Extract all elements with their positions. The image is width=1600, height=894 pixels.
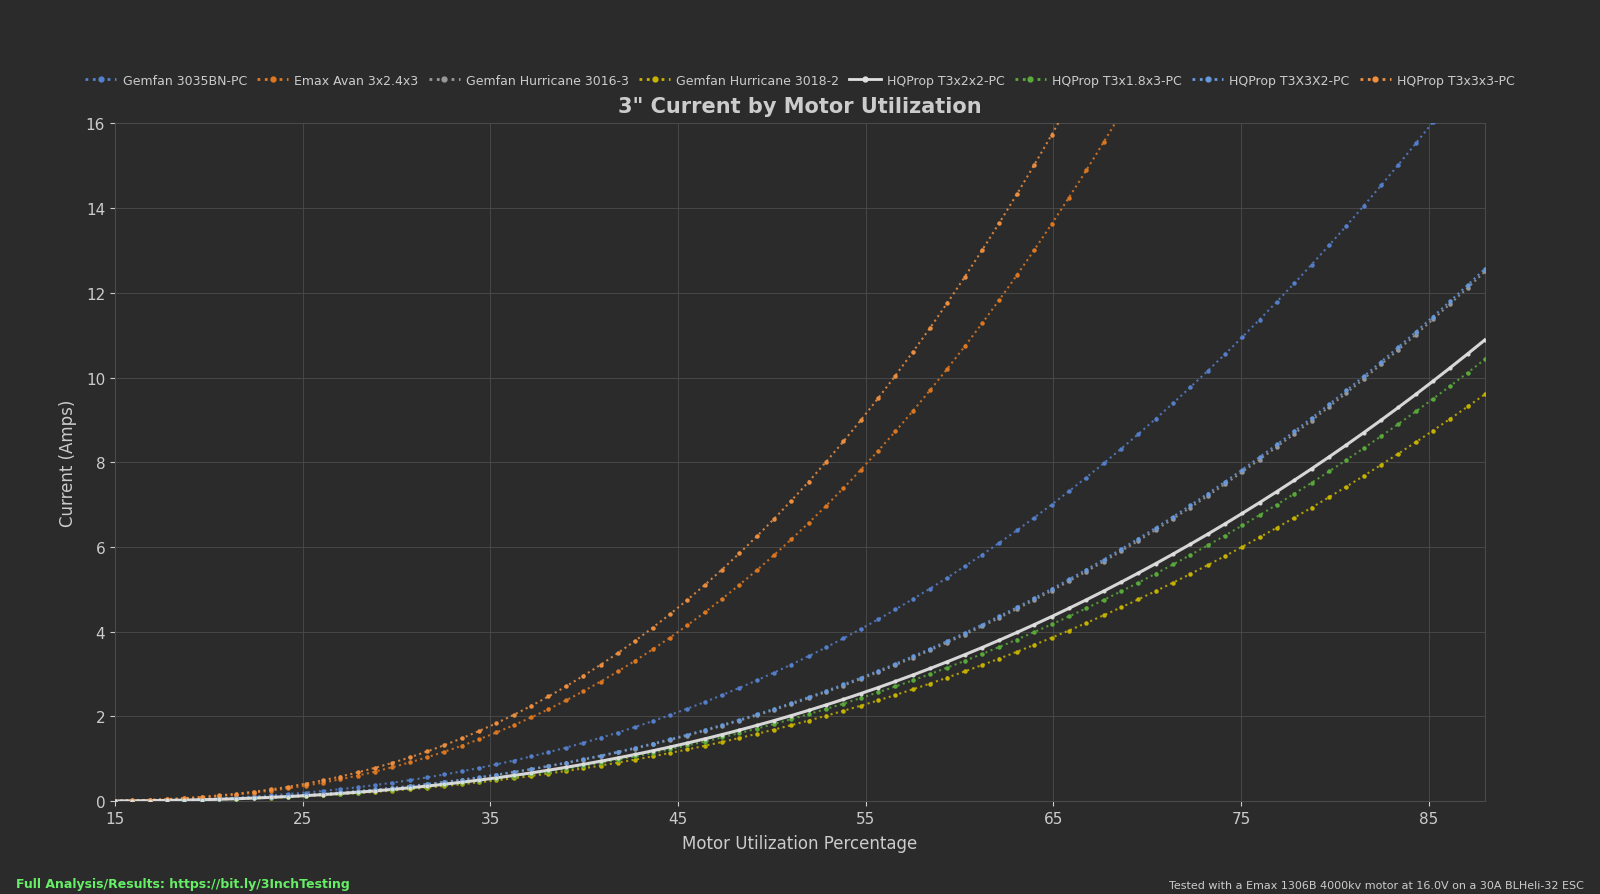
X-axis label: Motor Utilization Percentage: Motor Utilization Percentage (682, 834, 918, 852)
Text: Tested with a Emax 1306B 4000kv motor at 16.0V on a 30A BLHeli-32 ESC: Tested with a Emax 1306B 4000kv motor at… (1170, 880, 1584, 890)
Title: 3" Current by Motor Utilization: 3" Current by Motor Utilization (618, 97, 982, 117)
Legend: Gemfan 3035BN-PC, Emax Avan 3x2.4x3, Gemfan Hurricane 3016-3, Gemfan Hurricane 3: Gemfan 3035BN-PC, Emax Avan 3x2.4x3, Gem… (80, 70, 1520, 93)
Text: Full Analysis/Results: https://bit.ly/3InchTesting: Full Analysis/Results: https://bit.ly/3I… (16, 876, 350, 890)
Y-axis label: Current (Amps): Current (Amps) (59, 399, 77, 527)
